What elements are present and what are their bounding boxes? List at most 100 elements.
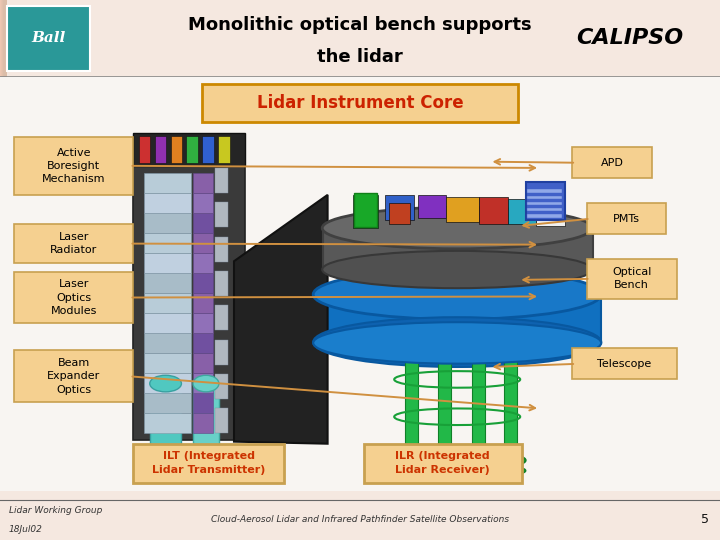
Bar [186,136,198,163]
Bar [1,0,5,77]
Bar [1,0,5,77]
Bar [0,0,4,77]
Text: Beam
Expander
Optics: Beam Expander Optics [48,358,100,395]
FancyBboxPatch shape [14,224,133,264]
Bar [1,0,4,77]
Bar [1,0,4,77]
Bar [3,0,6,77]
Bar [2,0,6,77]
Bar [2,0,6,77]
Bar [1,0,4,77]
Bar [4,0,7,77]
Bar [1,0,4,77]
FancyBboxPatch shape [14,272,133,323]
Bar [527,202,562,205]
Bar [144,414,191,433]
Bar [193,373,213,393]
Bar [3,0,6,77]
Bar [1,0,4,77]
Bar [1,0,5,77]
Bar [3,0,6,77]
Bar [354,193,377,227]
Bar [1,0,5,77]
Bar [1,0,4,77]
Bar [479,197,508,224]
Bar [2,0,6,77]
Bar [133,151,245,440]
Bar [0,0,4,77]
Bar [1,0,5,77]
Text: Active
Boresight
Mechanism: Active Boresight Mechanism [42,147,106,184]
Ellipse shape [313,269,601,319]
Bar [2,0,6,77]
Bar [3,0,6,77]
Text: ILR (Integrated
Lidar Receiver): ILR (Integrated Lidar Receiver) [395,451,490,475]
Bar [389,203,410,224]
Bar [0,0,4,77]
Text: Lidar Instrument Core: Lidar Instrument Core [257,94,463,112]
Bar [3,0,6,77]
Bar [4,0,7,77]
Bar [4,0,7,77]
Bar [1,0,5,77]
Bar [1,0,5,77]
Bar [405,342,418,460]
Bar [0,0,4,77]
Bar [2,0,6,77]
Bar [171,136,182,163]
Bar [1,0,4,77]
Ellipse shape [389,450,526,471]
FancyBboxPatch shape [14,350,133,402]
Bar [0,0,4,77]
FancyBboxPatch shape [572,348,677,380]
Bar [2,0,6,77]
Ellipse shape [313,322,601,363]
Ellipse shape [313,317,601,367]
Bar [1,0,4,77]
Bar [3,0,6,77]
Bar [1,0,4,77]
Bar [0,0,4,77]
Bar [418,195,446,218]
Text: the lidar: the lidar [317,48,403,66]
Text: APD: APD [600,158,624,168]
Bar [2,0,6,77]
Bar [2,0,6,77]
Bar [4,0,7,77]
Bar [0,0,4,77]
Bar [2,0,6,77]
Bar [1,0,4,77]
Bar [215,374,228,399]
Bar [508,199,536,224]
Bar [193,273,213,293]
Bar [1,0,4,77]
Bar [1,0,5,77]
Bar [0,0,4,77]
Bar [1,0,5,77]
Bar [1,0,5,77]
Bar [0,0,4,77]
Bar [3,0,6,77]
Bar [193,233,213,253]
Bar [1,0,5,77]
Bar [1,0,5,77]
Text: Cloud-Aerosol Lidar and Infrared Pathfinder Satellite Observations: Cloud-Aerosol Lidar and Infrared Pathfin… [211,515,509,524]
Bar [7,6,90,71]
Bar [215,168,228,193]
Bar [1,0,4,77]
Bar [3,0,6,77]
FancyBboxPatch shape [587,259,677,299]
Bar [4,0,7,77]
Bar [2,0,6,77]
Bar [0,0,4,77]
Bar [2,0,6,77]
Bar [144,273,191,293]
Bar [1,0,5,77]
Bar [3,0,6,77]
Bar [0,0,4,77]
Bar [536,199,565,226]
Text: Lidar Working Group: Lidar Working Group [9,507,102,515]
Bar [144,353,191,373]
Text: Laser
Optics
Modules: Laser Optics Modules [50,279,97,316]
Bar [193,383,219,454]
